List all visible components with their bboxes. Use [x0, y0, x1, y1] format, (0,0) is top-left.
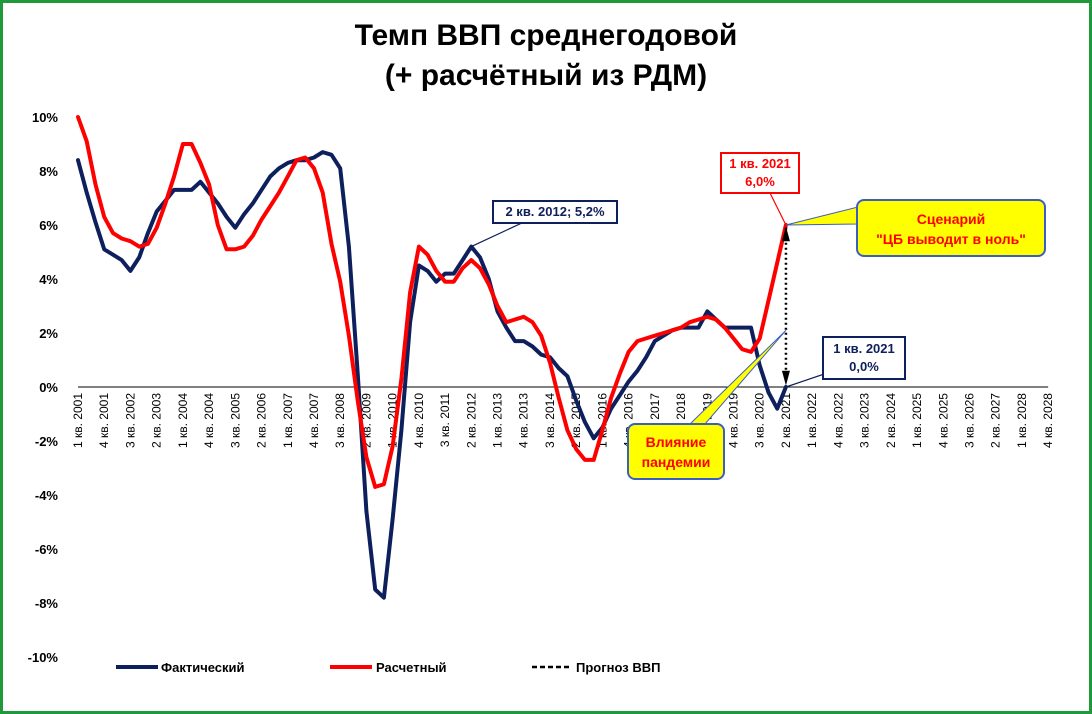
forecast-arrow-head-down: [781, 370, 790, 386]
callout-2012-text: 2 кв. 2012; 5,2%: [505, 204, 605, 219]
chart-title: Темп ВВП среднегодовой (+ расчётный из Р…: [0, 16, 1092, 96]
x-tick-label: 4 кв. 2028: [1041, 393, 1055, 448]
series-line-actual: [76, 150, 771, 600]
y-tick-label: -4%: [35, 488, 59, 503]
callout-2021-actual-value: 0,0%: [849, 359, 879, 374]
x-tick-label: 4 кв. 2004: [202, 393, 216, 448]
x-tick-labels: 1 кв. 2001 4 кв. 2001 3 кв. 2002 2 кв. 2003…: [71, 393, 1055, 448]
y-tick-label: 4%: [39, 272, 58, 287]
chart-title-line2: (+ расчётный из РДМ): [384, 59, 708, 92]
callout-scenario-line1: Сценарий: [916, 211, 986, 227]
callout-2021-model-date: 1 кв. 2021: [729, 156, 791, 171]
y-tick-label: 8%: [39, 164, 58, 179]
callout-pandemic: Влияние пандемии: [627, 423, 725, 480]
x-tick-label: 1 кв. 2022: [805, 393, 819, 448]
legend-label-forecast: Прогноз ВВП: [576, 660, 660, 675]
x-tick-label: 2 кв. 2003: [150, 393, 164, 448]
callout-scenario-line2: "ЦБ выводит в ноль": [876, 231, 1026, 247]
y-tick-label: -8%: [35, 596, 59, 611]
x-tick-label: 3 кв. 2023: [858, 393, 872, 448]
x-tick-label: 2 кв. 2006: [255, 393, 269, 448]
callout-2021-actual-date: 1 кв. 2021: [833, 341, 895, 356]
y-tick-label: 0%: [39, 380, 58, 395]
y-tick-label: 6%: [39, 218, 58, 233]
leader-2021-model: [769, 192, 787, 226]
callout-pandemic-line1: Влияние: [645, 434, 707, 450]
x-tick-label: 1 кв. 2007: [281, 393, 295, 448]
x-tick-label: 2 кв. 2012: [464, 393, 478, 448]
callout-scenario: Сценарий "ЦБ выводит в ноль": [856, 199, 1046, 257]
x-tick-label: 1 кв. 2004: [176, 393, 190, 448]
y-tick-label: -10%: [28, 650, 59, 665]
x-tick-label: 4 кв. 2001: [97, 393, 111, 448]
series-line-actual-tail: [766, 385, 788, 411]
callout-2021-actual: 1 кв. 2021 0,0%: [822, 336, 906, 380]
series-line-model: [76, 115, 788, 489]
callout-pandemic-line2: пандемии: [641, 454, 711, 470]
x-tick-label: 4 кв. 2019: [727, 393, 741, 448]
x-tick-label: 3 кв. 2002: [123, 393, 137, 448]
x-tick-label: 1 кв. 2013: [491, 393, 505, 448]
series-lines: [76, 115, 790, 600]
x-tick-label: 3 кв. 2011: [438, 393, 452, 447]
x-tick-label: 1 кв. 2025: [910, 393, 924, 448]
callout-2021-model: 1 кв. 2021 6,0%: [720, 152, 800, 194]
leader-scenario: [785, 206, 859, 226]
x-tick-label: 3 кв. 2005: [228, 393, 242, 448]
chart-title-line1: Темп ВВП среднегодовой: [354, 19, 738, 52]
legend: Фактический Расчетный Прогноз ВВП: [116, 660, 660, 675]
leader-2012: [471, 221, 525, 248]
y-axis: 10% 8% 6% 4% 2% 0% -2% -4% -6% -8% -10%: [28, 110, 59, 665]
y-tick-label: -6%: [35, 542, 59, 557]
callout-2012: 2 кв. 2012; 5,2%: [492, 200, 618, 224]
callout-leaders: [471, 192, 859, 425]
x-tick-label: 2 кв. 2024: [884, 393, 898, 448]
x-tick-label: 3 кв. 2020: [753, 393, 767, 448]
x-tick-label: 1 кв. 2028: [1015, 393, 1029, 448]
y-tick-label: 10%: [32, 110, 58, 125]
x-tick-label: 2 кв. 2027: [989, 393, 1003, 448]
forecast-arrow-head-up: [781, 226, 790, 242]
x-tick-label: 4 кв. 2010: [412, 393, 426, 448]
x-tick-label: 3 кв. 2014: [543, 393, 557, 448]
y-tick-label: 2%: [39, 326, 58, 341]
y-tick-label: -2%: [35, 434, 59, 449]
x-tick-label: 3 кв. 2026: [962, 393, 976, 448]
x-tick-label: 2 кв. 2021: [779, 393, 793, 448]
x-tick-label: 4 кв. 2007: [307, 393, 321, 448]
x-tick-label: 4 кв. 2013: [517, 393, 531, 448]
x-tick-label: 4 кв. 2025: [936, 393, 950, 448]
callout-2021-model-value: 6,0%: [745, 174, 775, 189]
legend-label-actual: Фактический: [161, 660, 245, 675]
x-tick-label: 4 кв. 2022: [831, 393, 845, 448]
x-tick-label: 1 кв. 2001: [71, 393, 85, 448]
legend-label-model: Расчетный: [376, 660, 447, 675]
x-tick-label: 3 кв. 2008: [333, 393, 347, 448]
